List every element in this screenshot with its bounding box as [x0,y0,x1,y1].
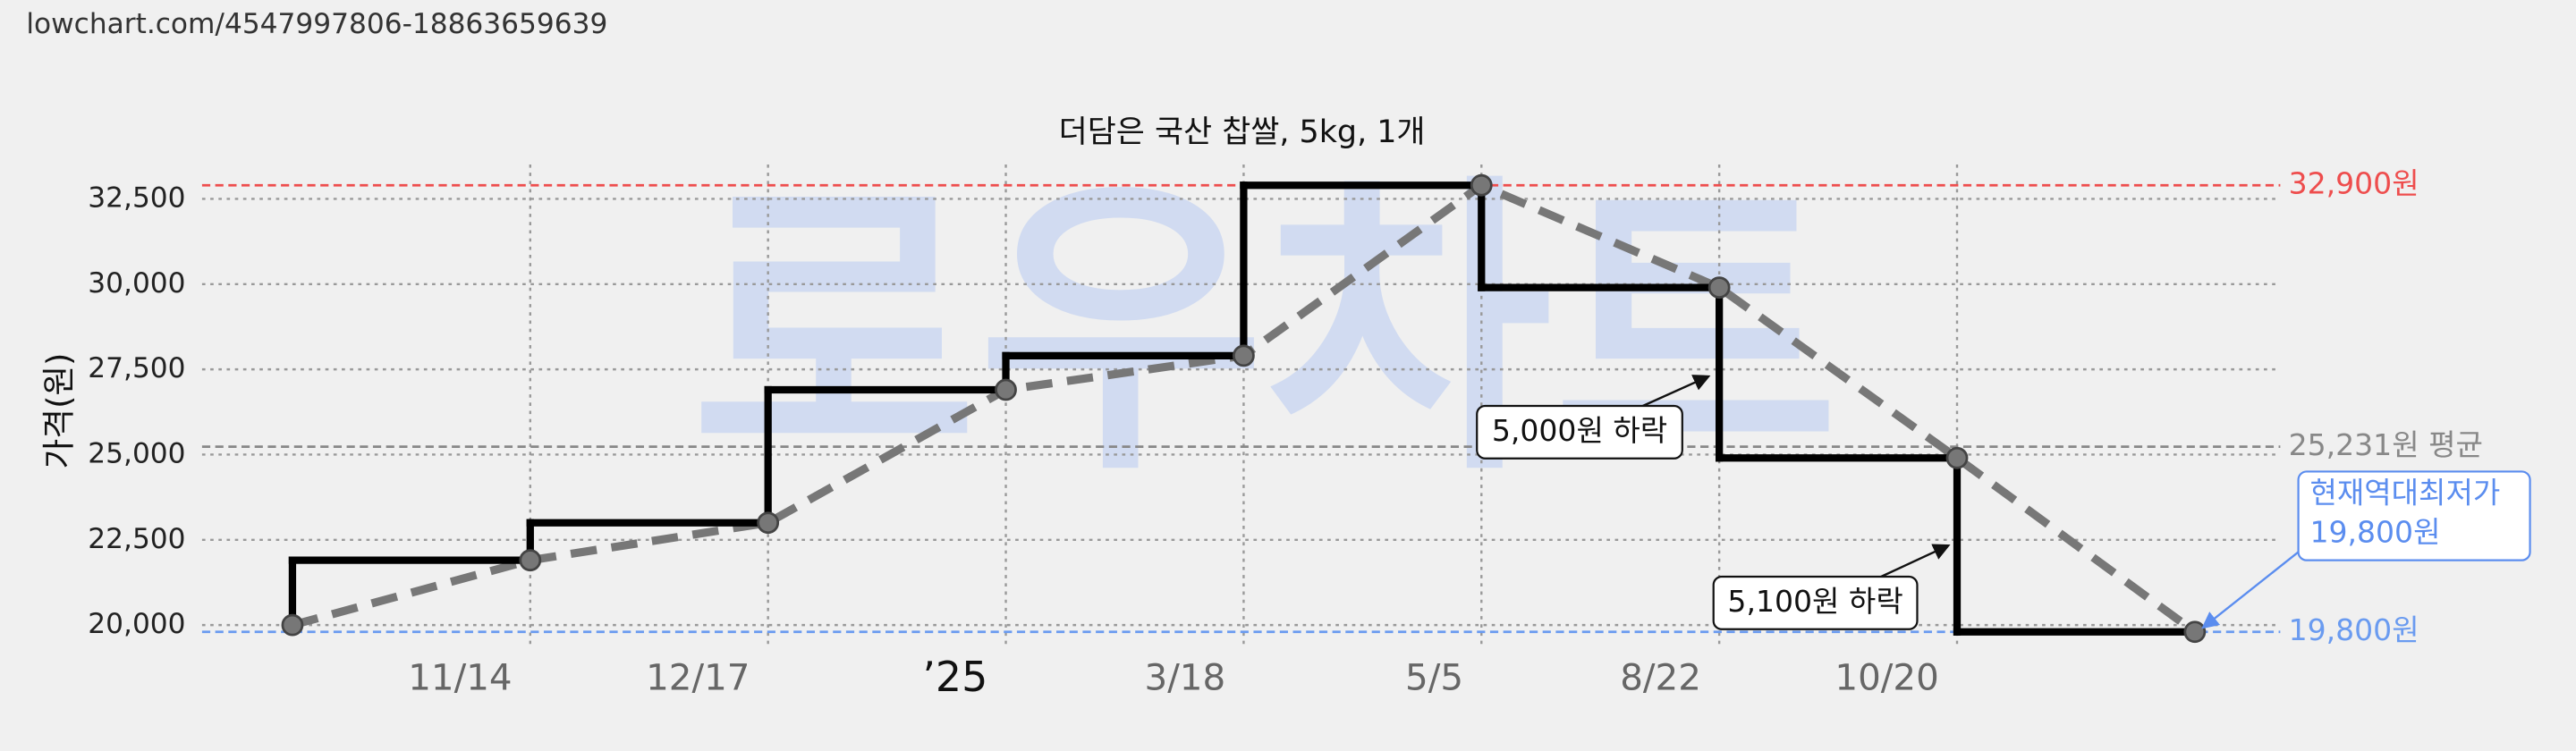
price-point [1470,173,1493,197]
annotation-arrow [1642,375,1711,408]
x-tick-label: 3/18 [1145,656,1226,699]
price-point [2183,620,2207,644]
annotation-box [1712,575,1919,630]
y-tick-label: 22,500 [88,523,185,555]
annotation-arrow [1880,544,1951,578]
annotation-box [1476,404,1683,460]
chart-title: 더담은 국산 찹쌀, 5kg, 1개 [1059,114,1426,150]
price-point [519,549,542,572]
price-point [757,511,780,535]
x-tick-label: 10/20 [1835,656,1938,699]
annotation-text: 5,100원 하락 [1727,584,1902,619]
annotation-text: 19,800원 [2309,515,2440,550]
y-axis-label: 가격(원) [39,352,78,468]
y-tick-label: 30,000 [88,267,185,300]
x-tick-label: 8/22 [1620,656,1701,699]
y-tick-label: 32,500 [88,181,185,214]
y-tick-label: 27,500 [88,352,185,384]
reference-label: 32,900원 [2289,166,2419,201]
y-tick-label: 25,000 [88,437,185,469]
price-point [1707,276,1731,300]
reference-label: 19,800원 [2289,612,2419,647]
annotation-arrow [2201,551,2300,629]
reference-label: 25,231원 평균 [2289,427,2483,462]
price-point [1945,446,1969,469]
y-tick-label: 20,000 [88,608,185,640]
x-tick-label: 11/14 [408,656,512,699]
annotation-text: 현재역대최저가 [2309,476,2500,511]
x-tick-label: ’25 [922,653,987,701]
x-tick-label: 12/17 [646,656,750,699]
price-point [995,378,1017,401]
price-point [1233,344,1255,367]
annotation-text: 5,000원 하락 [1492,413,1667,448]
annotation-box [2297,470,2531,561]
price-point [281,613,304,637]
url: lowchart.com/4547997806-18863659639 [26,8,607,40]
x-tick-label: 5/5 [1405,656,1463,699]
